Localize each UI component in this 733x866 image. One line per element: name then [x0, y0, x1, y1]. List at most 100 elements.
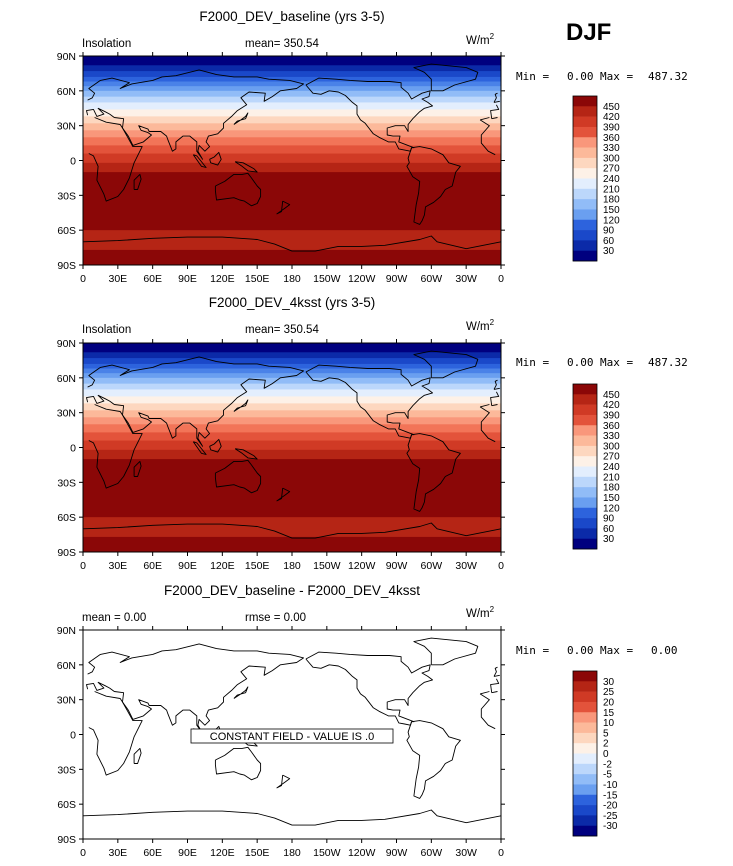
lon-tick-label: 60E: [143, 560, 162, 572]
colorbar-label: -25: [603, 811, 618, 822]
colorbar-box: [573, 240, 597, 251]
contour-band: [83, 102, 501, 110]
lon-tick-label: 60W: [421, 847, 443, 859]
panel-baseline: F2000_DEV_baseline (yrs 3-5) Insolation …: [57, 9, 688, 285]
lon-tick-label: 60W: [421, 273, 443, 285]
coastline-uk: [493, 379, 500, 390]
colorbar-outline: [572, 95, 598, 262]
coastline-newzealand: [276, 200, 291, 215]
contour-band: [83, 410, 501, 418]
lat-tick-label: 0: [70, 443, 76, 455]
contour-fill: [83, 343, 501, 553]
contour-band: [83, 424, 501, 433]
colorbar-box: [573, 178, 597, 190]
contour-band: [83, 130, 501, 138]
lon-tick-label: 150W: [313, 273, 341, 285]
colorbar-box: [573, 384, 597, 395]
lon-tick-label: 120E: [210, 560, 235, 572]
lon-tick-label: 60E: [143, 847, 162, 859]
panel-title: F2000_DEV_4ksst (yrs 3-5): [209, 295, 376, 310]
colorbar-box: [573, 487, 597, 498]
colorbar-box: [573, 137, 597, 148]
coastline-sumatra: [192, 441, 207, 455]
lon-tick-label: 180: [283, 560, 301, 572]
lat-tick-label: 60S: [57, 225, 76, 237]
lon-tick-label: 90W: [386, 273, 408, 285]
min-value: 0.00: [567, 70, 594, 83]
colorbar-box: [573, 722, 597, 734]
colorbar-label: -10: [603, 780, 618, 791]
coastline-namerica: [305, 364, 433, 439]
colorbar-box: [573, 445, 597, 457]
colorbar-label: 330: [603, 143, 620, 154]
coastline-antarctica: [82, 809, 502, 826]
coastline-uk: [493, 92, 500, 103]
contour-band: [83, 71, 501, 78]
colorbar-label: 450: [603, 390, 620, 401]
colorbar-label: -2: [603, 759, 612, 770]
latitude-axis: 90N 60N 30N 0 30S 60S 90S: [57, 625, 505, 846]
lat-tick-label: 30S: [57, 477, 76, 489]
coastline-samerica: [406, 146, 461, 225]
colorbar-box: [573, 230, 597, 241]
colorbar-label: 90: [603, 514, 615, 525]
longitude-axis: 0 30E 60E 90E 120E 150E 180 150W 120W 90W 60W 30W 0: [80, 52, 504, 285]
contour-band: [83, 162, 501, 173]
colorbar-box: [573, 784, 597, 796]
lon-tick-label: 120W: [348, 560, 376, 572]
coastline-japan: [233, 686, 249, 699]
colorbar-box: [573, 794, 597, 806]
colorbar-box: [573, 414, 597, 426]
lat-tick-label: 60S: [57, 799, 76, 811]
coastline-australia: [214, 172, 262, 207]
colorbar-label: 420: [603, 112, 620, 123]
constant-field-box: [190, 728, 394, 744]
colorbar-label: 10: [603, 718, 615, 729]
colorbar-label: -20: [603, 801, 618, 812]
lon-tick-label: 120E: [210, 273, 235, 285]
contour-band: [83, 358, 501, 365]
lon-tick-label: 0: [498, 560, 504, 572]
colorbar-label: 240: [603, 174, 620, 185]
colorbar-box: [573, 528, 597, 539]
min-label: Min =: [516, 644, 549, 657]
lon-tick-label: 150W: [313, 847, 341, 859]
lat-tick-label: 0: [70, 730, 76, 742]
colorbar-label: 25: [603, 687, 615, 698]
lon-tick-label: 120W: [348, 273, 376, 285]
lat-tick-label: 90N: [57, 625, 76, 637]
coastline-antarctica: [82, 522, 502, 539]
colorbar-box: [573, 701, 597, 713]
min-value: 0.00: [567, 356, 594, 369]
max-value: 0.00: [651, 644, 678, 657]
lon-tick-label: 180: [283, 847, 301, 859]
contour-band: [83, 377, 501, 385]
colorbar: 4504203903603303002702402101801501209060…: [572, 95, 620, 262]
coastline-uk: [493, 666, 500, 677]
coastline-borneo: [209, 438, 222, 453]
colorbar-box: [573, 774, 597, 785]
colorbar-box: [573, 732, 597, 744]
colorbar-label: 120: [603, 503, 620, 514]
colorbar-label: 180: [603, 195, 620, 206]
contour-band: [83, 440, 501, 451]
lon-tick-label: 30E: [108, 847, 127, 859]
colorbar-label: 420: [603, 400, 620, 411]
colorbar-box: [573, 805, 597, 816]
contour-band: [83, 153, 501, 164]
colorbar-label: 300: [603, 441, 620, 452]
coastline-namerica: [305, 651, 433, 726]
lon-tick-label: 30W: [455, 273, 477, 285]
coastline-sumatra: [192, 154, 207, 168]
max-label: Max =: [600, 70, 633, 83]
lon-tick-label: 90E: [178, 273, 197, 285]
contour-band: [83, 116, 501, 124]
colorbar-box: [573, 147, 597, 159]
colorbar-box: [573, 712, 597, 723]
lon-tick-label: 0: [498, 273, 504, 285]
lat-tick-label: 90N: [57, 51, 76, 63]
lat-tick-label: 30S: [57, 190, 76, 202]
coastline-greenland: [413, 637, 479, 666]
contour-band: [83, 396, 501, 404]
lon-tick-label: 0: [80, 560, 86, 572]
